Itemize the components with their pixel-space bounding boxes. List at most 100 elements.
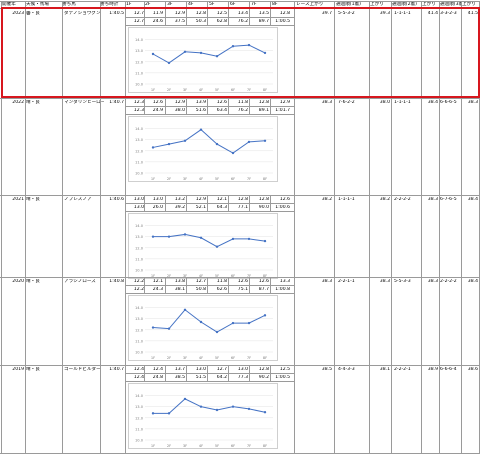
column-border [62, 1, 63, 453]
x-tick-label: 7F [247, 177, 251, 181]
lap-time: 12.5 [279, 367, 290, 372]
row-border [126, 293, 294, 294]
cumulative-time: 52.1 [195, 205, 206, 210]
cumulative-time: 39.2 [174, 205, 185, 210]
data-point [231, 45, 235, 48]
series-line [153, 233, 266, 248]
column-border [144, 195, 145, 212]
cumulative-time: 64.2 [216, 375, 227, 380]
x-tick-label: 1F [151, 444, 155, 448]
x-tick-label: 7F [247, 88, 251, 92]
header-furlong: 2F [145, 2, 151, 7]
data-point [215, 55, 219, 58]
x-tick-label: 5F [215, 88, 219, 92]
x-tick-label: 2F [167, 274, 171, 278]
race-year: 2022 [12, 100, 24, 105]
x-tick-label: 7F [247, 356, 251, 360]
data-point [215, 330, 219, 334]
column-border [1, 1, 2, 453]
last3f-2nd: 38.4 [427, 100, 438, 105]
column-border [165, 9, 166, 26]
row-border [126, 106, 294, 107]
x-tick-label: 1F [151, 356, 155, 360]
cumulative-time: 24.9 [152, 108, 163, 113]
y-tick-label: 10.0 [135, 83, 144, 87]
column-border [165, 195, 166, 212]
y-tick-label: 12.0 [135, 149, 144, 153]
cumulative-time: 50.8 [195, 287, 206, 292]
column-border [461, 1, 462, 453]
column-border [186, 1, 187, 8]
lap-time: 12.4 [133, 367, 144, 372]
race-year: 2023 [12, 11, 24, 16]
y-tick-label: 12.0 [135, 246, 144, 250]
row-border [126, 373, 294, 374]
data-point [199, 405, 203, 408]
lap-chart-svg: 10.0 11.0 12.0 13.0 14.0 1F 2F 3F 4F 5F 6F 7F 8F [135, 127, 273, 181]
cumulative-time: 24.3 [152, 287, 163, 292]
row-border [126, 114, 294, 115]
column-border [249, 1, 250, 8]
lap-time: 13.0 [133, 197, 144, 202]
row-border [0, 195, 480, 196]
column-border [228, 365, 229, 382]
header-last3f-3: 上がり [462, 2, 476, 7]
x-tick-label: 2F [167, 356, 171, 360]
data-point [247, 321, 251, 325]
column-border [144, 9, 145, 26]
column-border [165, 365, 166, 382]
selection-highlight [1, 7, 480, 98]
lap-time: 12.9 [174, 11, 185, 16]
column-border [228, 1, 229, 8]
row-border [126, 17, 294, 18]
y-tick-label: 14.0 [135, 224, 144, 228]
lap-chart-svg: 10.0 11.0 12.0 13.0 14.0 1F 2F 3F 4F 5F 6F 7F 8F [135, 224, 273, 278]
lap-time: 12.5 [216, 11, 227, 16]
x-tick-label: 4F [199, 356, 203, 360]
passing-order-3rd: 3-3-2-3 [440, 11, 457, 16]
x-tick-label: 8F [263, 444, 267, 448]
header-year: 開催年 [2, 2, 16, 7]
x-tick-label: 8F [263, 88, 267, 92]
race-year: 2021 [12, 197, 24, 202]
cumulative-time: 90.0 [258, 205, 269, 210]
header-furlong: 8F [272, 2, 278, 7]
y-tick-label: 12.0 [135, 416, 144, 420]
y-tick-label: 13.0 [135, 405, 144, 409]
data-point [263, 239, 267, 243]
weather-track: 晴・良 [26, 197, 40, 202]
winning-time: 1:40.8 [109, 279, 124, 284]
x-tick-label: 5F [215, 356, 219, 360]
header-furlong: 6F [230, 2, 236, 7]
passing-order-2nd: 1-1-1-1 [394, 100, 411, 105]
data-point [199, 320, 203, 324]
lap-chart-svg: 10.0 11.0 12.0 13.0 14.0 1F 2F 3F 4F 5F 6F 7F 8F [135, 306, 273, 360]
lap-chart: 10.0 11.0 12.0 13.0 14.0 1F 2F 3F 4F 5F 6F 7F 8F [128, 213, 278, 279]
x-tick-label: 2F [167, 88, 171, 92]
last3f-3rd: 38.3 [467, 100, 478, 105]
lap-chart: 10.0 11.0 12.0 13.0 14.0 1F 2F 3F 4F 5F 6F 7F 8F [128, 383, 278, 449]
x-tick-label: 5F [215, 177, 219, 181]
y-tick-label: 10.0 [135, 439, 144, 443]
lap-time: 13.9 [195, 100, 206, 105]
lap-time: 13.4 [237, 11, 248, 16]
lap-time: 12.8 [279, 11, 290, 16]
data-point [247, 407, 251, 411]
column-border [270, 277, 271, 294]
lap-time: 12.7 [216, 367, 227, 372]
column-border [249, 195, 250, 212]
winning-time: 1:40.5 [109, 11, 124, 16]
data-point [167, 142, 171, 146]
cumulative-time: 62.8 [216, 19, 227, 24]
column-border [228, 195, 229, 212]
data-point [167, 61, 171, 65]
weather-track: 晴・良 [26, 367, 40, 372]
passing-order-1st: 2-2-1-1 [338, 279, 355, 284]
column-border [144, 98, 145, 115]
column-border [421, 1, 422, 453]
lap-time: 12.8 [195, 11, 206, 16]
cumulative-time: 76.2 [237, 19, 248, 24]
last3f-1st: 38.2 [379, 197, 390, 202]
x-tick-label: 1F [151, 88, 155, 92]
winning-time: 1:40.7 [109, 367, 124, 372]
